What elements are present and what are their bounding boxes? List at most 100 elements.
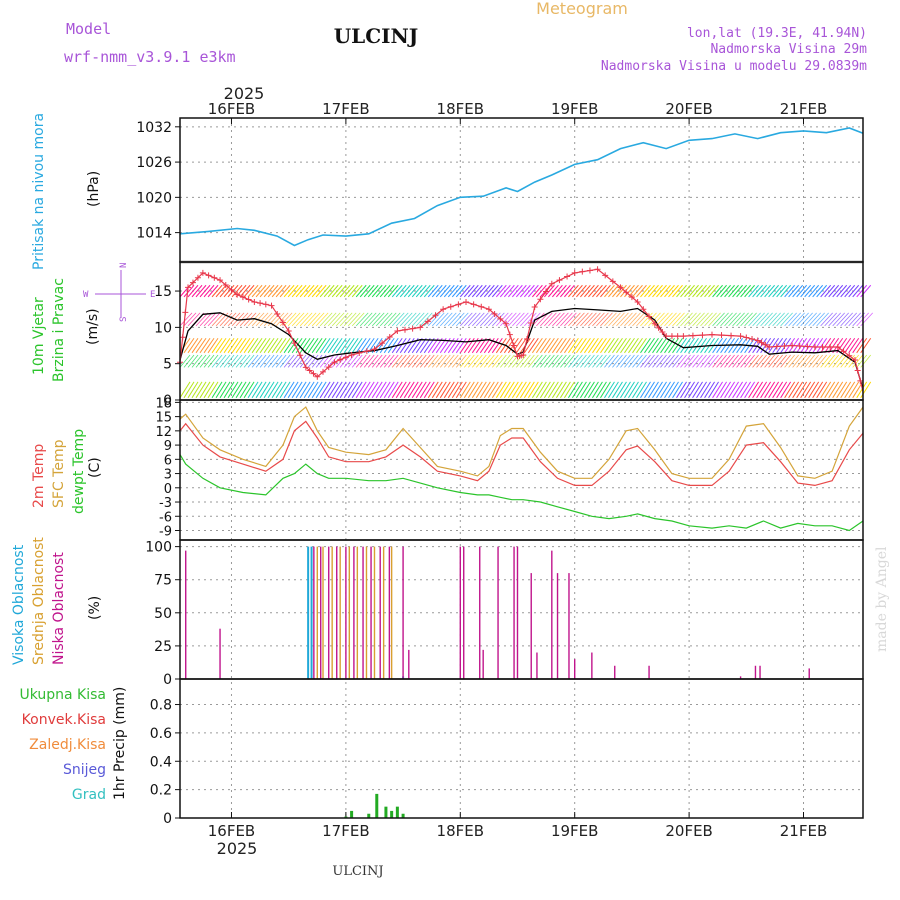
wind-barb bbox=[367, 312, 381, 327]
wind-barb bbox=[760, 312, 773, 327]
top-year-label: 2025 bbox=[224, 84, 265, 103]
wind-barb bbox=[495, 284, 507, 298]
wind-barb bbox=[648, 337, 659, 354]
wind-barb bbox=[463, 354, 475, 368]
wind-barb bbox=[303, 337, 315, 354]
wind-barb bbox=[508, 354, 519, 368]
precip-bar bbox=[367, 813, 371, 818]
wind-barb bbox=[688, 354, 699, 368]
wind-barb bbox=[668, 284, 679, 298]
gust-marker bbox=[211, 274, 218, 281]
gust-marker bbox=[623, 289, 630, 296]
legend-freezing-rain: Zaledj.Kisa bbox=[29, 737, 106, 753]
wind-barb bbox=[227, 354, 239, 368]
gust-marker bbox=[348, 351, 355, 358]
wind-barb bbox=[415, 312, 429, 327]
wind-barb bbox=[455, 337, 467, 354]
wind-barb bbox=[852, 354, 864, 368]
wind-barb bbox=[472, 312, 485, 327]
wind-barb bbox=[331, 312, 345, 327]
wind-barb bbox=[548, 312, 561, 327]
wind-barb bbox=[507, 381, 519, 399]
wind-barb bbox=[480, 354, 491, 368]
precip-bar bbox=[395, 806, 399, 818]
wind-barb bbox=[287, 354, 299, 368]
wind-barb bbox=[760, 354, 771, 368]
wind-barb bbox=[640, 284, 651, 298]
wind-barb bbox=[632, 354, 643, 368]
wind-barb bbox=[848, 337, 860, 354]
wind-barb bbox=[211, 284, 223, 298]
wind-barb bbox=[804, 284, 816, 298]
wind-barb bbox=[680, 337, 691, 354]
wind-barb bbox=[195, 337, 207, 354]
wind-barb bbox=[395, 381, 407, 399]
wind-barb bbox=[411, 354, 423, 368]
wind-barb bbox=[387, 284, 399, 298]
wind-barb bbox=[780, 312, 793, 327]
wind-barb bbox=[403, 284, 415, 298]
gust-marker bbox=[789, 342, 796, 349]
wind-barb bbox=[524, 354, 535, 368]
wind-barb bbox=[315, 312, 329, 327]
precip-panel: 0 0.2 0.4 0.6 0.8 bbox=[150, 678, 864, 827]
wind-barb bbox=[255, 381, 267, 399]
wind-barb bbox=[267, 381, 279, 399]
wind-barb bbox=[431, 354, 443, 368]
wind-barb bbox=[576, 337, 587, 354]
pressure-panel: 1014 1020 1026 1032 bbox=[136, 117, 864, 264]
wind-barb bbox=[551, 381, 563, 399]
wind-barb bbox=[243, 337, 255, 354]
wind-barb bbox=[287, 284, 299, 298]
wind-barb bbox=[584, 312, 597, 327]
wind-barb bbox=[608, 354, 619, 368]
wind-barb bbox=[820, 381, 832, 399]
wind-barb bbox=[756, 312, 769, 327]
wind-title: 10m Vjetar bbox=[31, 297, 47, 375]
y-tick-label: 0.2 bbox=[150, 783, 172, 799]
gust-marker bbox=[470, 301, 477, 308]
wind-barb bbox=[211, 354, 223, 368]
wind-barb bbox=[187, 284, 199, 298]
gust-marker bbox=[749, 335, 756, 342]
y-tick-label: -6 bbox=[159, 510, 172, 525]
bottom-date-label: 20FEB bbox=[665, 822, 712, 840]
wind-barb bbox=[784, 312, 797, 327]
gust-marker bbox=[617, 284, 624, 291]
wind-barb bbox=[347, 312, 361, 327]
wind-barb bbox=[203, 312, 217, 327]
wind-barb bbox=[496, 354, 507, 368]
wind-barb bbox=[407, 354, 419, 368]
gust-marker bbox=[503, 320, 510, 327]
wind-barb bbox=[207, 312, 221, 327]
wind-barb bbox=[740, 381, 752, 399]
gust-marker bbox=[804, 343, 811, 350]
dewpt-title: dewpt Temp bbox=[71, 429, 87, 514]
wind-barb bbox=[219, 354, 231, 368]
wind-barb bbox=[539, 381, 551, 399]
wind-barb bbox=[415, 284, 427, 298]
wind-barb bbox=[748, 354, 759, 368]
wind-barb bbox=[519, 381, 531, 399]
gust-marker bbox=[510, 342, 517, 349]
wind-barb bbox=[736, 312, 749, 327]
wind-barb bbox=[443, 354, 455, 368]
wind-barb bbox=[383, 354, 395, 368]
dewpt-line bbox=[179, 454, 864, 532]
wind-barb bbox=[476, 312, 489, 327]
wind-barb bbox=[531, 381, 543, 399]
gust-marker bbox=[189, 279, 196, 286]
temp-unit: (C) bbox=[87, 457, 103, 478]
gust-marker bbox=[579, 268, 586, 275]
wind-unit: (m/s) bbox=[85, 308, 101, 345]
wind-barb bbox=[187, 381, 199, 399]
wind-barb bbox=[656, 354, 667, 368]
gust-marker bbox=[846, 352, 853, 359]
wind-barb bbox=[616, 312, 629, 327]
wind-barb bbox=[584, 354, 595, 368]
wind-barb bbox=[495, 381, 507, 399]
wind-barb bbox=[636, 337, 647, 354]
wind-barb bbox=[399, 312, 413, 327]
wind-barb bbox=[628, 312, 641, 327]
wind-barb bbox=[524, 312, 537, 327]
